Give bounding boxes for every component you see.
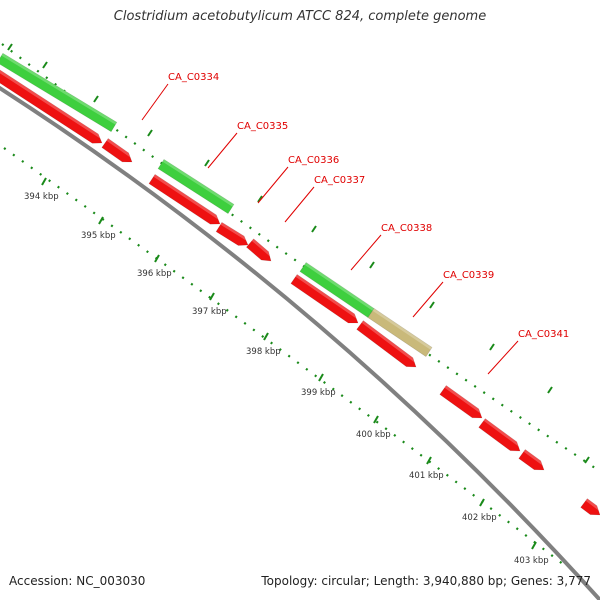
reverse-gene[interactable]	[580, 498, 600, 520]
scale-label: 394 kbp	[24, 192, 59, 202]
reverse-gene[interactable]	[0, 68, 105, 147]
gene-label[interactable]: CA_C0338	[381, 223, 432, 234]
ruler-tick	[429, 301, 435, 309]
ruler-tick	[584, 456, 590, 464]
scale-tick	[263, 332, 269, 341]
gene-label[interactable]: CA_C0337	[314, 175, 365, 186]
reverse-gene[interactable]	[290, 274, 361, 327]
scale-label: 401 kbp	[409, 471, 444, 481]
scale-tick	[209, 292, 215, 301]
label-leader-line	[141, 83, 169, 121]
scale-label: 396 kbp	[137, 269, 172, 279]
gene-label[interactable]: CA_C0335	[237, 121, 288, 132]
label-leader-line	[412, 281, 444, 318]
ruler-tick	[369, 261, 375, 269]
ruler-tick	[311, 225, 317, 233]
label-leader-line	[487, 340, 519, 375]
reverse-gene[interactable]	[356, 320, 420, 372]
scale-tick	[426, 456, 432, 465]
reverse-gene[interactable]	[148, 173, 223, 228]
scale-label: 400 kbp	[356, 430, 391, 440]
ruler-tick	[257, 195, 263, 203]
ruler-tick	[93, 95, 99, 103]
gene-label[interactable]: CA_C0339	[443, 270, 494, 281]
scale-label: 397 kbp	[192, 307, 227, 317]
ruler-tick	[42, 61, 48, 69]
ruler-tick	[489, 343, 495, 351]
reverse-gene[interactable]	[215, 221, 251, 249]
label-leader-line	[207, 132, 238, 169]
reverse-gene[interactable]	[101, 138, 135, 167]
accession-text: Accession: NC_003030	[9, 574, 146, 588]
gene-label[interactable]: CA_C0336	[288, 155, 339, 166]
scale-tick	[318, 373, 324, 382]
label-leader-line	[257, 166, 289, 204]
forward-gene[interactable]	[0, 52, 118, 133]
reverse-gene[interactable]	[518, 449, 547, 475]
scale-tick	[373, 415, 379, 424]
label-group: CA_C0334 CA_C0335 CA_C0336 CA_C0337 CA_C0338…	[141, 72, 569, 375]
forward-gene[interactable]	[157, 158, 235, 215]
gene-label[interactable]: CA_C0334	[168, 72, 219, 83]
label-leader-line	[350, 234, 382, 271]
reverse-gene[interactable]	[439, 385, 485, 423]
genome-backbone	[0, 85, 600, 600]
gene-group	[0, 52, 600, 520]
scale-tick	[531, 541, 537, 550]
highlight-gene[interactable]	[367, 308, 433, 357]
scale-label: 403 kbp	[514, 556, 549, 566]
reverse-gene[interactable]	[245, 238, 274, 265]
genome-summary: Topology: circular; Length: 3,940,880 bp…	[261, 574, 591, 588]
scale-tick	[98, 216, 104, 225]
reverse-gene[interactable]	[478, 418, 524, 456]
scale-tick	[41, 177, 47, 186]
label-leader-line	[284, 186, 315, 223]
ruler-tick	[547, 386, 553, 394]
gene-label[interactable]: CA_C0341	[518, 329, 569, 340]
scale-tick	[154, 254, 160, 263]
tick-group: 394 kbp 395 kbp 396 kbp 397 kbp 398 kbp 399 k…	[7, 43, 590, 566]
scale-label: 395 kbp	[81, 231, 116, 241]
ruler-tick	[204, 159, 210, 167]
scale-tick	[479, 498, 485, 507]
map-title: Clostridium acetobutylicum ATCC 824, com…	[113, 9, 487, 24]
forward-gene[interactable]	[299, 262, 375, 318]
scale-label: 399 kbp	[301, 388, 336, 398]
scale-ruler	[3, 147, 569, 569]
ruler-tick	[147, 129, 153, 137]
scale-label: 402 kbp	[462, 513, 497, 523]
scale-label: 398 kbp	[246, 347, 281, 357]
ruler-tick	[7, 43, 13, 51]
